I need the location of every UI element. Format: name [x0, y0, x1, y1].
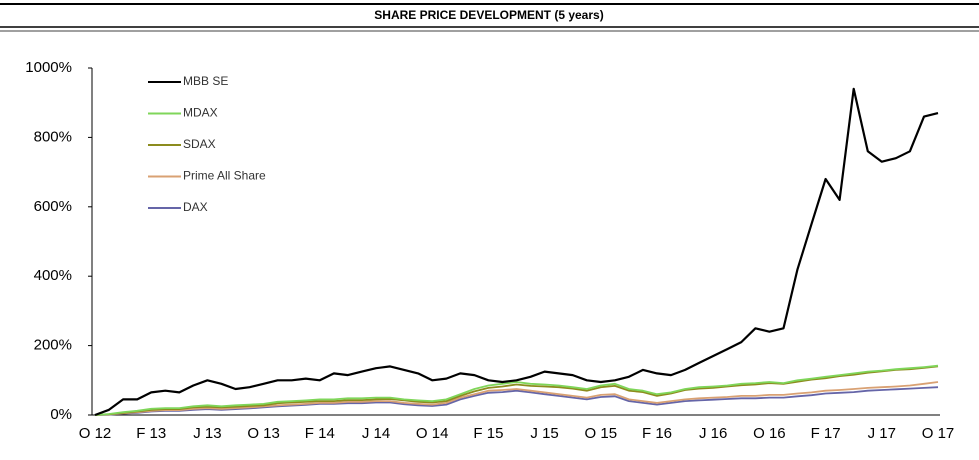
x-tick-label: O 16 [753, 425, 786, 442]
legend-label: MDAX [183, 106, 218, 120]
x-tick-label: O 14 [416, 425, 449, 442]
series-line [94, 381, 939, 416]
legend-label: MBB SE [183, 74, 228, 88]
x-tick-label: J 16 [699, 425, 727, 442]
y-tick-label: 800% [34, 128, 72, 145]
x-tick-label: J 15 [530, 425, 558, 442]
x-tick-label: F 15 [473, 425, 503, 442]
x-tick-label: J 14 [362, 425, 390, 442]
series-line [94, 364, 939, 416]
y-tick-label: 600% [34, 198, 72, 215]
x-tick-label: F 14 [305, 425, 335, 442]
legend-label: Prime All Share [183, 169, 266, 183]
legend-label: DAX [183, 200, 208, 214]
x-tick-label: O 12 [79, 425, 112, 442]
series-line [94, 87, 939, 417]
y-tick-label: 400% [34, 267, 72, 284]
x-tick-label: F 16 [642, 425, 672, 442]
chart-title: SHARE PRICE DEVELOPMENT (5 years) [374, 8, 603, 22]
y-tick-label: 1000% [25, 59, 72, 76]
y-tick-label: 200% [34, 337, 72, 354]
x-tick-label: O 15 [585, 425, 618, 442]
x-tick-label: O 13 [247, 425, 280, 442]
x-tick-label: J 17 [868, 425, 896, 442]
x-tick-label: O 17 [922, 425, 955, 442]
y-tick-label: 0% [50, 406, 72, 423]
x-tick-label: F 17 [811, 425, 841, 442]
series-line [94, 365, 939, 416]
x-tick-label: J 13 [193, 425, 221, 442]
legend-label: SDAX [183, 137, 216, 151]
series-line [94, 386, 939, 416]
x-tick-label: F 13 [136, 425, 166, 442]
